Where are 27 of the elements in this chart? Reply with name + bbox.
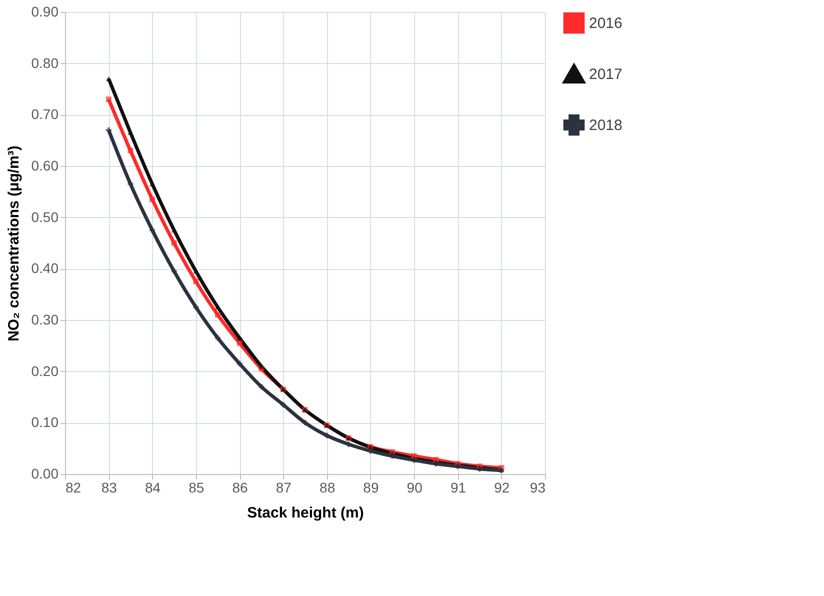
y-tick-label: 0.60 bbox=[31, 158, 59, 174]
x-tick-label: 92 bbox=[494, 480, 510, 496]
x-tick-label: 88 bbox=[320, 480, 336, 496]
legend-label: 2017 bbox=[589, 66, 622, 83]
x-tick-label: 84 bbox=[144, 480, 161, 496]
x-tick-label: 93 bbox=[530, 480, 546, 496]
x-tick-label: 91 bbox=[450, 480, 466, 496]
y-tick-label: 0.20 bbox=[31, 362, 59, 379]
x-tick-label: 82 bbox=[66, 480, 82, 496]
x-tick-label: 89 bbox=[363, 480, 379, 496]
legend-label: 2016 bbox=[589, 15, 622, 32]
x-tick-label: 83 bbox=[101, 480, 118, 496]
y-tick-label: 0.80 bbox=[31, 54, 59, 71]
y-tick-label: 0.00 bbox=[31, 466, 59, 482]
y-axis-title: NO₂ concentrations (μg/m³) bbox=[5, 146, 22, 342]
x-tick-label: 90 bbox=[406, 480, 423, 496]
legend-label: 2018 bbox=[589, 117, 622, 134]
x-tick-label: 85 bbox=[188, 480, 204, 496]
y-tick-label: 0.70 bbox=[31, 106, 59, 122]
x-tick-label: 87 bbox=[276, 480, 292, 496]
y-tick-label: 0.50 bbox=[31, 208, 59, 225]
y-tick-label: 0.10 bbox=[31, 414, 59, 430]
y-tick-label: 0.30 bbox=[31, 312, 59, 328]
y-tick-label: 0.40 bbox=[31, 260, 59, 276]
y-tick-label: 0.90 bbox=[31, 4, 59, 20]
x-tick-label: 86 bbox=[232, 480, 248, 496]
x-axis-title: Stack height (m) bbox=[247, 504, 364, 522]
